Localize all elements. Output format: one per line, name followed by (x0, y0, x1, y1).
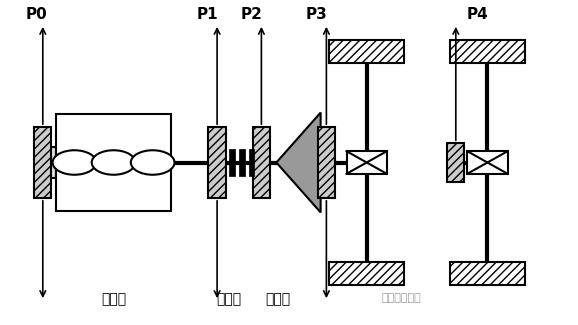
Bar (249, 149, 254, 176)
Bar (229, 149, 235, 176)
Bar (43, 147, 56, 178)
Text: P0: P0 (25, 7, 47, 22)
Polygon shape (276, 112, 321, 213)
Bar (447, 143, 465, 182)
Bar (239, 149, 244, 176)
Circle shape (92, 150, 135, 175)
Bar (34, 127, 51, 198)
Text: 汽车动力总成: 汽车动力总成 (381, 293, 421, 303)
Text: P1: P1 (197, 7, 218, 22)
Bar (253, 127, 270, 198)
Bar (347, 151, 387, 174)
Bar (318, 127, 335, 198)
Text: P4: P4 (467, 7, 488, 22)
Text: 离合器: 离合器 (216, 292, 241, 306)
Text: P2: P2 (240, 7, 262, 22)
Bar (468, 151, 507, 174)
Bar (450, 262, 525, 285)
Bar (329, 262, 404, 285)
Circle shape (131, 150, 175, 175)
Bar (209, 127, 226, 198)
Text: 变速箱: 变速箱 (265, 292, 290, 306)
Text: 内燃机: 内燃机 (101, 292, 126, 306)
Text: P3: P3 (306, 7, 328, 22)
Circle shape (53, 150, 97, 175)
Bar (450, 40, 525, 63)
Bar (56, 114, 171, 211)
Bar (329, 40, 404, 63)
